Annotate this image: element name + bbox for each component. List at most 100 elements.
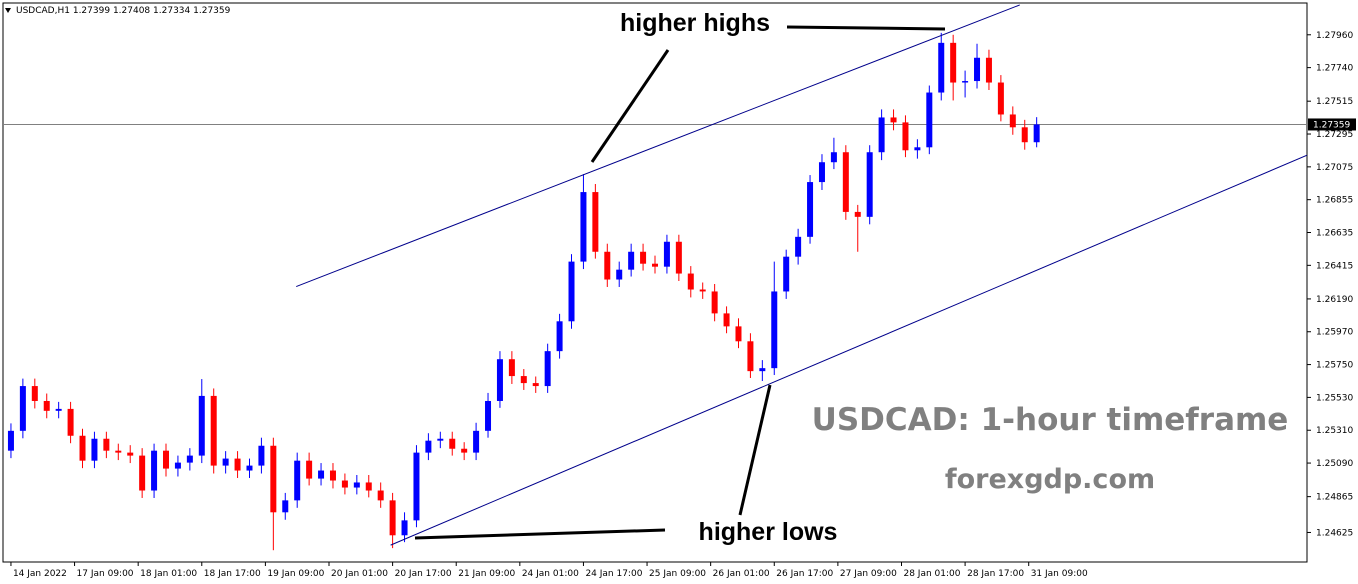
x-tick-label: 27 Jan 09:00 (840, 569, 897, 579)
x-tick-label: 18 Jan 01:00 (140, 569, 197, 579)
candle-body (508, 359, 515, 377)
candle-body (67, 408, 74, 436)
candle-body (723, 313, 730, 327)
close-info: 1.27359 (193, 6, 230, 16)
candle-body (830, 152, 837, 163)
candle-body (485, 400, 492, 431)
candle-body (711, 291, 718, 314)
candle-body (950, 42, 957, 83)
x-tick-label: 24 Jan 01:00 (522, 569, 579, 579)
x-tick-label: 25 Jan 09:00 (649, 569, 706, 579)
current-price-box (1308, 118, 1356, 131)
candle-body (461, 448, 468, 453)
candle-body (866, 152, 873, 217)
trendline (390, 154, 1307, 546)
x-tick-label: 21 Jan 09:00 (458, 569, 515, 579)
candle-body (854, 211, 861, 217)
candle-body (210, 395, 217, 466)
candle-body (1033, 124, 1040, 143)
candle-body (222, 458, 229, 466)
open-info: 1.27399 (73, 6, 110, 16)
candle-body (985, 57, 992, 83)
candle-body (139, 455, 146, 491)
candle-body (556, 321, 563, 352)
x-tick-label: 24 Jan 17:00 (585, 569, 642, 579)
candle-body (663, 241, 670, 267)
y-tick-label: 1.26855 (1316, 196, 1353, 206)
candle-body (43, 400, 50, 411)
annotation-arrow (738, 384, 772, 516)
candle-body (842, 152, 849, 212)
current-price-label: 1.27359 (1313, 120, 1350, 130)
candle-body (699, 289, 706, 292)
candle-body (353, 482, 360, 488)
annotation-arrow (590, 49, 670, 163)
symbol: USDCAD,H1 (16, 6, 70, 16)
y-tick-label: 1.27295 (1316, 130, 1353, 140)
candle-body (532, 383, 539, 387)
x-tick-label: 26 Jan 17:00 (776, 569, 833, 579)
y-tick-label: 1.25310 (1316, 426, 1353, 436)
candle-body (938, 42, 945, 93)
candle-body (318, 470, 325, 479)
y-tick-label: 1.27960 (1316, 31, 1353, 41)
candle-body (282, 500, 289, 513)
candle-body (151, 450, 158, 491)
candle-body (628, 251, 635, 270)
x-tick-label: 19 Jan 09:00 (267, 569, 324, 579)
annotation-arrow (414, 528, 666, 540)
watermark-title: USDCAD: 1-hour timeframe (812, 402, 1289, 438)
y-tick-label: 1.25530 (1316, 393, 1353, 403)
candle-body (127, 452, 134, 456)
candle-body (902, 122, 909, 151)
candle-body (771, 291, 778, 369)
candle-body (747, 341, 754, 372)
candle-body (174, 462, 181, 469)
candle-body (997, 82, 1004, 115)
candle-body (652, 263, 658, 267)
low-info: 1.27334 (153, 6, 190, 16)
candle-body (31, 386, 38, 401)
candle-body (103, 438, 110, 451)
y-tick-label: 1.25750 (1316, 361, 1353, 371)
candle-body (258, 445, 265, 466)
candle-body (413, 452, 420, 521)
candle-body (974, 57, 981, 82)
x-tick-label: 14 Jan 2022 (13, 569, 67, 579)
x-tick-label: 28 Jan 01:00 (903, 569, 960, 579)
candle-body (783, 256, 790, 292)
y-tick-label: 1.25970 (1316, 328, 1353, 338)
y-tick-label: 1.24865 (1316, 493, 1353, 503)
candle-body (365, 482, 372, 491)
y-tick-label: 1.26635 (1316, 229, 1353, 239)
high-info: 1.27408 (113, 6, 150, 16)
annotation: higher lows (699, 518, 838, 546)
candle-body (294, 460, 301, 501)
candle-body (115, 450, 122, 453)
candle-body (437, 438, 444, 441)
candle-body (544, 351, 551, 387)
y-tick-label: 1.27740 (1316, 64, 1353, 74)
candle-body (389, 500, 396, 536)
candle-body (496, 359, 503, 401)
candle-body (329, 470, 336, 481)
candle-body (795, 236, 802, 257)
plot-frame (2, 2, 1308, 563)
candle-body (306, 460, 313, 479)
candle-body (807, 182, 814, 237)
candle-body (7, 430, 14, 451)
y-tick-label: 1.26190 (1316, 295, 1353, 305)
chart-info: USDCAD,H1 1.27399 1.27408 1.27334 1.2735… (16, 6, 231, 16)
y-tick-label: 1.27515 (1316, 97, 1353, 107)
x-tick-label: 31 Jan 09:00 (1031, 569, 1088, 579)
x-tick-label: 26 Jan 01:00 (713, 569, 770, 579)
x-tick-label: 20 Jan 01:00 (331, 569, 388, 579)
annotation-arrow (786, 25, 946, 31)
candles (7, 4, 1307, 551)
x-tick-label: 17 Jan 09:00 (77, 569, 134, 579)
y-tick-label: 1.27075 (1316, 163, 1353, 173)
candle-body (640, 251, 647, 264)
watermark-site: forexgdp.com (945, 464, 1155, 495)
